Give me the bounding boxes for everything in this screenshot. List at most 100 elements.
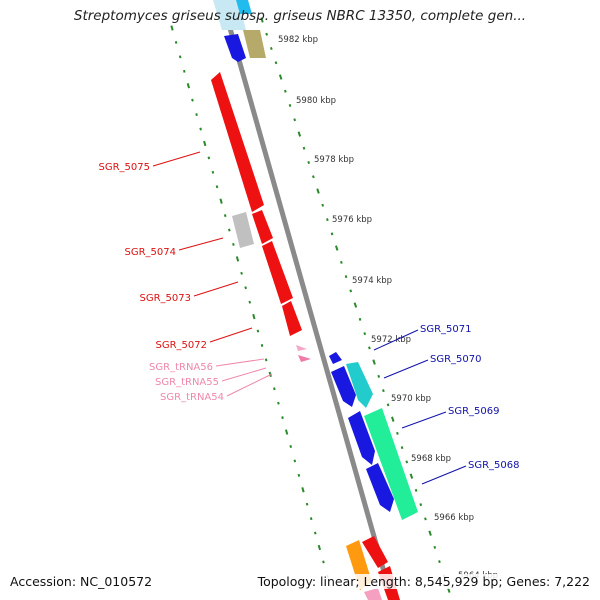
left-scale-ticks [170,25,329,578]
gene-sgr-5071[interactable] [329,352,342,364]
gene-sgr_5072-label[interactable]: SGR_5072 [156,340,208,351]
gene-sgr_5068-leader [421,465,467,485]
scale-tick [278,74,283,80]
gene-sgr_5070-leader [383,359,429,379]
scale-tick [248,300,252,304]
gene-sgr-5074[interactable] [252,210,273,244]
kbp-label: 5972 kbp [371,335,411,345]
accession-text: Accession: NC_010572 [10,574,153,589]
scale-tick [353,302,358,308]
scale-tick [293,459,297,463]
gene-sgr_5073-leader [193,281,239,297]
gene-sgr_5075-leader [152,151,201,167]
gene-sgr_5068-label[interactable]: SGR_5068 [468,460,520,471]
gene-sgr_5072-leader [209,327,253,343]
scale-tick [284,89,287,93]
scale-tick [349,289,353,293]
gene-sgr-5074-grey[interactable] [232,212,254,248]
scale-tick [235,256,240,262]
scale-tick [363,332,367,336]
trna-sgr_trna55-leader [221,367,267,382]
gene-sgr-5075[interactable] [211,72,264,212]
scale-tick [252,313,256,320]
gene-sgr_5069-label[interactable]: SGR_5069 [448,406,500,417]
kbp-label: 5966 kbp [434,513,474,523]
gene-block-top-blue[interactable] [224,34,246,62]
gene-sgr_5070-label[interactable]: SGR_5070 [430,354,482,365]
scale-tick [260,343,264,347]
right-scale-ticks [260,17,451,593]
gene-block-bottom-red[interactable] [362,536,388,568]
scale-tick [396,431,399,435]
scale-tick [256,329,260,333]
gene-sgr-5068[interactable] [366,463,394,512]
gene-sgr-5070-cyan[interactable] [346,362,373,408]
gene-block-top-olive[interactable] [243,30,266,58]
scale-tick [309,517,313,521]
scale-tick [358,317,362,321]
trna-sgr-trna55[interactable] [298,355,311,362]
gene-block-bottom-pink[interactable] [364,588,382,600]
scale-tick [428,530,432,536]
scale-tick [240,271,243,275]
scale-tick [344,275,348,279]
scale-tick [307,161,311,165]
scale-tick [289,445,293,448]
scale-tick [382,389,385,393]
trna-sgr_trna54-label[interactable]: SGR_tRNA54 [160,392,224,403]
scale-tick [340,260,343,264]
trna-sgr-trna56[interactable] [296,345,307,351]
trna-sgr_trna54-leader [226,373,273,397]
scale-tick [264,358,268,362]
scale-tick [368,346,371,350]
scale-tick [391,416,395,422]
scale-tick [269,47,273,51]
kbp-label: 5970 kbp [391,394,431,404]
topology-text: Topology: linear; Length: 8,545,929 bp; … [257,574,590,589]
kbp-label: 5982 kbp [278,35,318,45]
scale-tick [302,146,306,150]
scale-tick [414,488,418,492]
scale-tick [372,359,376,365]
kbp-label: 5978 kbp [314,155,354,165]
gene-sgr_5074-label[interactable]: SGR_5074 [125,247,177,258]
scale-tick [409,473,414,479]
kbp-label: 5974 kbp [352,276,392,286]
gene-sgr-5069-green[interactable] [364,408,418,520]
scale-tick [223,214,227,218]
gene-sgr_5071-label[interactable]: SGR_5071 [420,324,472,335]
genome-backbone [219,0,395,600]
scale-tick [211,170,215,174]
scale-tick [438,560,441,564]
gene-block-top-lightblue[interactable] [213,0,246,30]
scale-tick [244,286,247,290]
scale-tick [260,17,264,23]
scale-tick [293,118,297,122]
gene-sgr-5069[interactable] [348,411,375,465]
gene-block-top-cyan[interactable] [236,0,252,14]
kbp-label: 5976 kbp [332,215,372,225]
gene-labels: SGR_5075 SGR_5074 SGR_5073 SGR_5072 SGR_tRNA… [99,151,520,485]
scale-tick [433,545,437,549]
scale-tick [215,185,219,189]
gene-sgr-5070[interactable] [331,366,356,407]
scale-tick [419,503,423,507]
gene-sgr_5073-label[interactable]: SGR_5073 [140,293,192,304]
scale-tick [178,55,182,59]
gene-sgr-5072[interactable] [282,301,302,336]
gene-sgr-5073[interactable] [262,241,293,304]
gene-sgr_5075-label[interactable]: SGR_5075 [99,162,151,173]
scale-tick [232,242,235,246]
kbp-label: 5968 kbp [411,454,451,464]
trna-sgr_trna56-label[interactable]: SGR_tRNA56 [149,362,213,373]
scale-tick [297,131,302,137]
scale-tick [334,245,339,251]
scale-tick [316,188,320,194]
scale-tick [317,544,322,551]
scale-tick [277,401,280,405]
scale-tick [386,403,390,407]
trna-sgr_trna55-label[interactable]: SGR_tRNA55 [155,377,219,388]
scale-tick [297,473,301,477]
scale-tick [301,487,305,493]
